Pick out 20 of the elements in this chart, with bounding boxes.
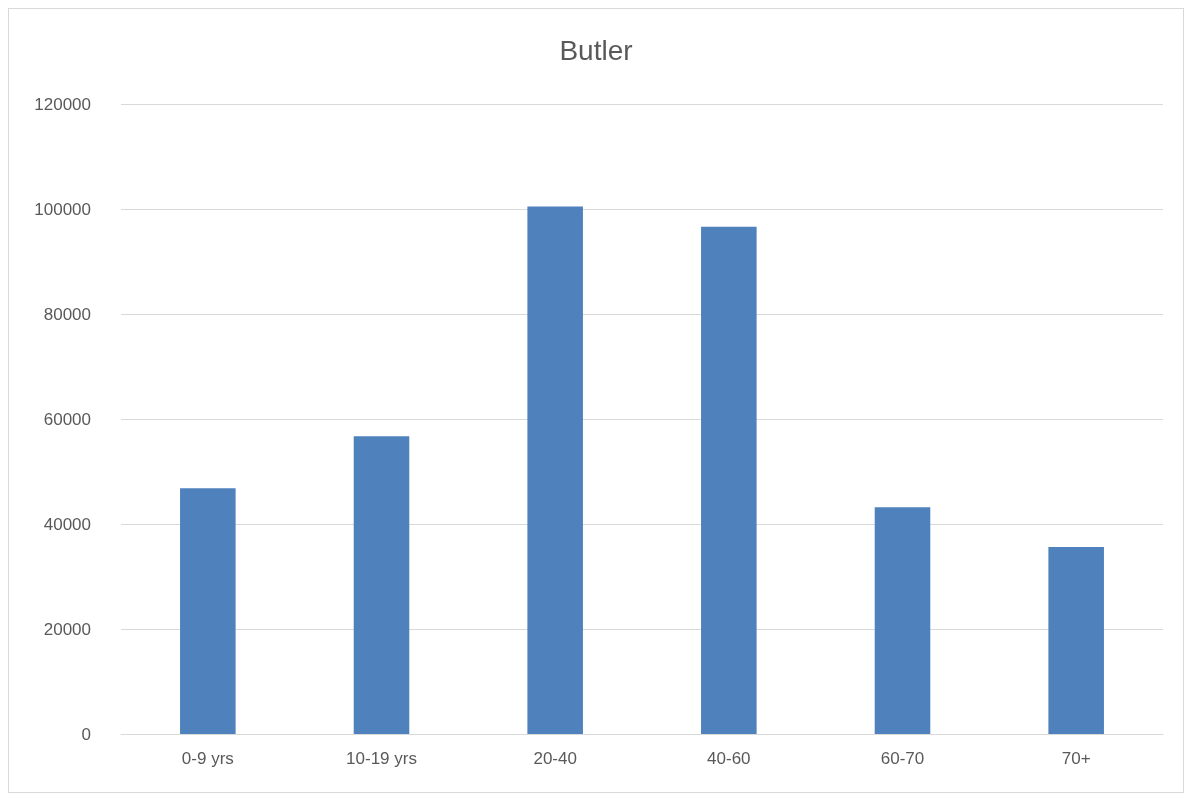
x-tick-label: 70+: [1061, 749, 1091, 768]
bar: [353, 436, 410, 734]
bar: [701, 226, 757, 734]
y-tick-label: 40000: [43, 514, 91, 534]
bar: [874, 507, 931, 734]
chart-title: Butler: [559, 34, 633, 66]
x-tick-label: 40-60: [707, 749, 751, 768]
y-tick-label: 80000: [43, 304, 91, 324]
y-tick-label: 0: [81, 724, 91, 744]
x-tick-label: 20-40: [533, 749, 577, 768]
x-tick-label: 0-9 yrs: [181, 749, 234, 768]
bar: [1048, 547, 1104, 734]
y-tick-label: 120000: [34, 94, 91, 114]
y-tick-label: 20000: [43, 619, 91, 639]
x-tick-label: 60-70: [880, 749, 925, 768]
bar: [180, 488, 236, 734]
y-tick-label: 100000: [34, 199, 91, 219]
x-tick-label: 10-19 yrs: [346, 749, 417, 768]
y-tick-label: 60000: [43, 409, 91, 429]
bar: [527, 206, 583, 734]
